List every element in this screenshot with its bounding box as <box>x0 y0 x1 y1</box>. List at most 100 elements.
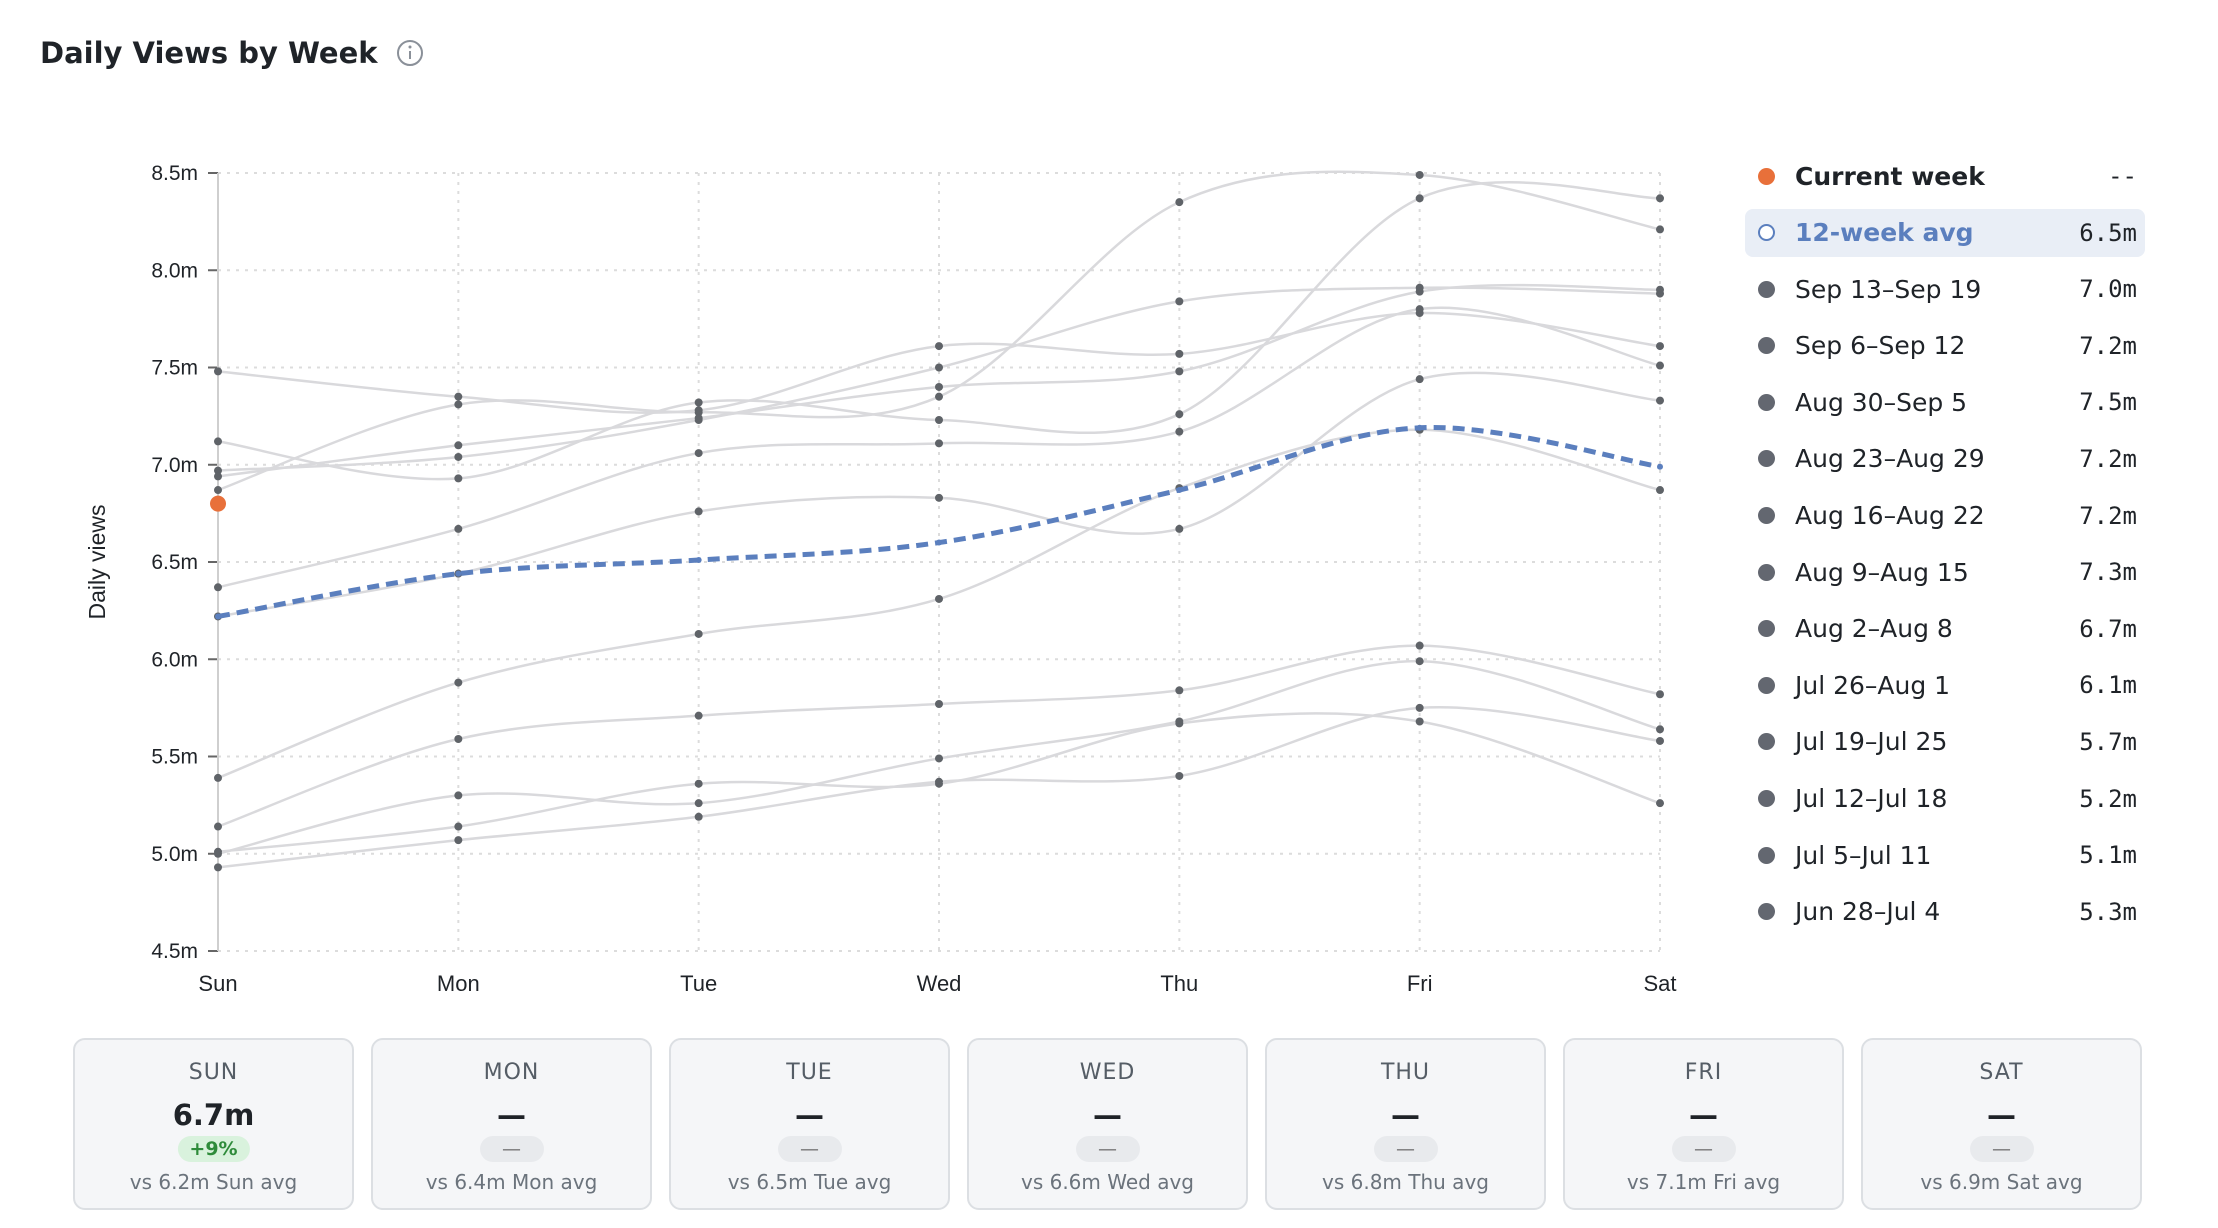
legend-label: Jul 26–Aug 1 <box>1795 670 1951 700</box>
x-tick-label: Tue <box>680 971 717 996</box>
legend-label: Aug 2–Aug 8 <box>1795 614 1953 644</box>
series-point <box>1175 367 1184 376</box>
average-comparison: vs 6.4m Mon avg <box>425 1170 598 1194</box>
y-tick-label: 6.0m <box>151 648 198 671</box>
x-tick-label: Mon <box>437 971 480 996</box>
info-icon[interactable] <box>394 37 426 69</box>
legend-value: 5.7m <box>2079 727 2137 756</box>
legend-value: 7.2m <box>2079 501 2137 530</box>
day-label: THU <box>1380 1060 1431 1085</box>
series-point <box>1656 285 1664 294</box>
y-tick-label: 6.5m <box>151 551 198 574</box>
series-point <box>1415 703 1424 712</box>
day-value: — <box>1689 1098 1718 1132</box>
y-tick-label: 8.5m <box>151 162 198 185</box>
day-card: MON — — vs 6.4m Mon avg <box>371 1038 652 1210</box>
legend-item[interactable]: Jul 26–Aug 1 6.1m <box>1745 661 2145 709</box>
y-tick-label: 7.0m <box>151 454 198 477</box>
series-point <box>214 367 222 376</box>
series-point <box>694 629 703 638</box>
series-point <box>935 594 943 603</box>
average-point <box>455 570 462 577</box>
legend-item[interactable]: Sep 13–Sep 19 7.0m <box>1745 265 2145 313</box>
legend-marker-icon <box>1758 224 1775 242</box>
series-point <box>214 437 222 446</box>
legend-marker-icon <box>1758 280 1775 298</box>
legend-value: 7.2m <box>2079 331 2137 360</box>
legend-item[interactable]: Aug 16–Aug 22 7.2m <box>1745 492 2145 540</box>
legend-label: 12-week avg <box>1795 218 1974 248</box>
day-card: THU — — vs 6.8m Thu avg <box>1265 1038 1546 1210</box>
series-point <box>214 863 222 872</box>
legend-marker-icon <box>1758 620 1775 638</box>
series-point <box>214 583 222 592</box>
series-point <box>1656 225 1664 234</box>
day-label: TUE <box>786 1060 833 1085</box>
legend-marker-icon <box>1758 393 1775 411</box>
day-value: 6.7m <box>172 1098 255 1132</box>
series-point <box>454 791 463 800</box>
legend-value: 6.5m <box>2079 218 2137 247</box>
legend-marker-icon <box>1758 903 1775 921</box>
series-point <box>694 449 703 458</box>
legend-item[interactable]: Jun 28–Jul 4 5.3m <box>1745 888 2145 936</box>
day-label: SAT <box>1979 1060 2024 1085</box>
legend-label: Aug 9–Aug 15 <box>1795 557 1969 587</box>
legend-label: Sep 13–Sep 19 <box>1795 274 1982 304</box>
change-badge: — <box>479 1136 544 1162</box>
series-point <box>1415 170 1424 179</box>
legend-item[interactable]: Sep 6–Sep 12 7.2m <box>1745 322 2145 370</box>
series-point <box>694 406 703 415</box>
x-tick-label: Fri <box>1407 971 1433 996</box>
legend-item[interactable]: Current week -- <box>1745 152 2145 200</box>
series-point <box>1175 297 1184 306</box>
legend-item[interactable]: Jul 19–Jul 25 5.7m <box>1745 718 2145 766</box>
day-label: SUN <box>188 1060 239 1085</box>
legend-item[interactable]: Aug 23–Aug 29 7.2m <box>1745 435 2145 483</box>
series-point <box>694 398 703 407</box>
legend-item[interactable]: 12-week avg 6.5m <box>1745 208 2145 257</box>
x-tick-label: Sat <box>1643 971 1676 996</box>
legend-value: 5.1m <box>2079 841 2137 870</box>
average-comparison: vs 6.2m Sun avg <box>129 1170 298 1194</box>
series-point <box>694 812 703 821</box>
legend-label: Jun 28–Jul 4 <box>1795 897 1941 927</box>
legend-item[interactable]: Jul 5–Jul 11 5.1m <box>1745 831 2145 879</box>
series-point <box>935 493 943 502</box>
x-tick-label: Thu <box>1160 971 1198 996</box>
series-point <box>454 524 463 533</box>
legend-marker-icon <box>1758 563 1775 581</box>
series-point <box>454 474 463 483</box>
series-point <box>1175 198 1184 207</box>
legend-marker-icon <box>1758 450 1775 468</box>
series-point <box>1415 717 1424 726</box>
change-badge: — <box>1373 1136 1438 1162</box>
day-value: — <box>795 1098 824 1132</box>
legend-value: 5.3m <box>2079 897 2137 926</box>
average-comparison: vs 6.9m Sat avg <box>1920 1170 2083 1194</box>
series-point <box>694 711 703 720</box>
average-comparison: vs 6.5m Tue avg <box>727 1170 892 1194</box>
series-point <box>1415 287 1424 296</box>
series-point <box>935 699 943 708</box>
current-week-point <box>210 495 226 512</box>
series-point <box>454 392 463 401</box>
y-tick-label: 7.5m <box>151 357 198 380</box>
legend-item[interactable]: Aug 30–Sep 5 7.5m <box>1745 378 2145 426</box>
legend-value: 7.2m <box>2079 444 2137 473</box>
change-badge: +9% <box>177 1136 250 1162</box>
legend-item[interactable]: Jul 12–Jul 18 5.2m <box>1745 775 2145 823</box>
legend-value: 6.7m <box>2079 614 2137 643</box>
average-point <box>1657 463 1663 470</box>
series-point <box>1656 194 1664 203</box>
legend-item[interactable]: Aug 2–Aug 8 6.7m <box>1745 605 2145 653</box>
x-tick-label: Sun <box>198 971 237 996</box>
day-card: SUN 6.7m +9% vs 6.2m Sun avg <box>73 1038 354 1210</box>
legend-item[interactable]: Aug 9–Aug 15 7.3m <box>1745 548 2145 596</box>
chart-legend: Current week -- 12-week avg 6.5m Sep 13–Sep … <box>1745 152 2145 944</box>
series-point <box>214 486 222 495</box>
series-point <box>1175 349 1184 358</box>
series-point <box>1175 686 1184 695</box>
legend-label: Jul 12–Jul 18 <box>1795 784 1948 814</box>
average-point <box>215 613 221 620</box>
